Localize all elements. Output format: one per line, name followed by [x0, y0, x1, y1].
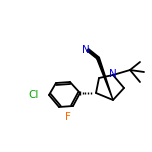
Polygon shape	[97, 57, 113, 100]
Text: N: N	[109, 69, 117, 79]
Text: Cl: Cl	[29, 90, 39, 100]
Text: N: N	[82, 45, 90, 55]
Text: F: F	[65, 112, 71, 122]
